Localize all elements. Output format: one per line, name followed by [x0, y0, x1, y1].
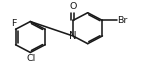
Text: Br: Br — [117, 16, 128, 25]
Text: N: N — [69, 31, 77, 41]
Text: O: O — [69, 2, 77, 11]
Text: F: F — [11, 19, 17, 28]
Text: Cl: Cl — [26, 54, 35, 63]
